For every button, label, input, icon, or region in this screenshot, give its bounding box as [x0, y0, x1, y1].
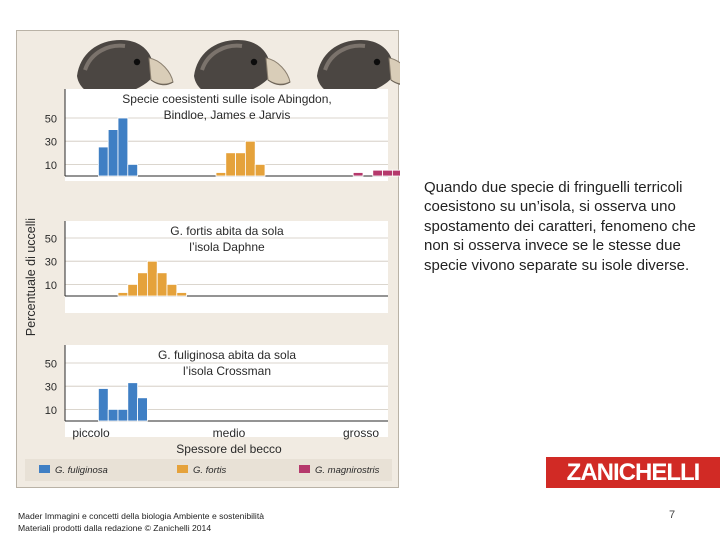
histogram-bar	[156, 272, 168, 297]
finch-head-highlight	[323, 43, 366, 71]
finch-head-icon	[194, 40, 291, 97]
histogram-bar	[98, 146, 109, 177]
finch-beak-line	[150, 79, 174, 86]
histogram-bar	[117, 292, 129, 297]
histogram-bar	[166, 283, 178, 297]
finch-beak-shape	[148, 57, 174, 85]
histogram-bar	[176, 292, 188, 297]
y-tick-label: 30	[45, 137, 57, 149]
histogram-panel	[64, 221, 388, 313]
histogram-bar	[244, 140, 256, 177]
y-tick-label: 30	[45, 382, 57, 394]
y-tick-label: 10	[45, 405, 57, 417]
y-tick-label: 50	[45, 234, 57, 246]
x-axis-label: Spessore del becco	[176, 442, 282, 456]
finch-head-highlight	[83, 43, 126, 71]
finch-head-highlight	[200, 43, 243, 71]
panel-title-line2: Bindloe, James e Jarvis	[164, 108, 291, 122]
histogram-bar	[117, 408, 129, 422]
panel-title-line1: Specie coesistenti sulle isole Abingdon,	[122, 92, 331, 106]
finch-beak-figure: Percentuale di uccelli 10 30 50 Specie coesi…	[16, 30, 400, 488]
histogram-bar	[137, 397, 148, 422]
legend-swatch	[177, 465, 188, 473]
histogram-bar	[146, 260, 158, 297]
histogram-bar	[117, 117, 129, 177]
panel-title-line2: l’isola Crossman	[183, 364, 271, 378]
panel-background	[65, 345, 388, 437]
y-tick-label: 50	[45, 359, 57, 371]
finch-head-shape	[77, 40, 155, 97]
histogram-bar	[107, 408, 119, 422]
x-tick-label: medio	[213, 426, 246, 440]
panel-title-line1: G. fortis abita da sola	[170, 224, 284, 238]
finch-beak-line	[267, 79, 291, 86]
footer-line-2: Materiali prodotti dalla redazione © Zan…	[18, 523, 212, 533]
zanichelli-logo: ZANICHELLI	[546, 457, 720, 488]
y-axis-label: Percentuale di uccelli	[24, 218, 38, 336]
histogram-bar	[98, 388, 109, 422]
finch-head-icon	[77, 40, 174, 97]
histogram-bar	[137, 272, 148, 297]
histogram-bar	[127, 283, 139, 297]
legend-swatch	[39, 465, 50, 473]
x-tick-label: piccolo	[72, 426, 110, 440]
histogram-bar	[382, 169, 393, 177]
legend-label: G. magnirostris	[315, 465, 380, 476]
finch-beak-shape	[388, 57, 400, 85]
finch-head-shape	[317, 40, 395, 97]
panel-background	[65, 221, 388, 313]
histogram-bar	[225, 152, 237, 177]
histogram-bar	[215, 172, 227, 177]
histogram-bar	[127, 163, 139, 177]
legend-label: G. fuliginosa	[55, 465, 108, 476]
finch-eye	[373, 58, 381, 66]
y-tick-label: 10	[45, 280, 57, 292]
histogram-bar	[235, 152, 246, 177]
histogram-bar	[254, 163, 266, 177]
footer-line-1: Mader Immagini e concetti della biologia…	[18, 511, 265, 521]
histogram-bar	[352, 172, 364, 177]
y-tick-label: 30	[45, 257, 57, 269]
caption-text: Quando due specie di fringuelli terricol…	[424, 179, 696, 274]
legend-background	[25, 459, 392, 481]
finch-beak-line	[390, 79, 400, 85]
y-tick-label: 50	[45, 114, 57, 126]
finch-beak-shape	[265, 57, 291, 85]
finch-eye	[250, 58, 258, 66]
finch-beak-chart: Percentuale di uccelli 10 30 50 Specie coesi…	[24, 40, 400, 481]
legend-swatch	[299, 465, 310, 473]
x-tick-label: grosso	[343, 426, 379, 440]
panel-title-line1: G. fuliginosa abita da sola	[158, 348, 296, 362]
finch-head-shape	[194, 40, 272, 97]
histogram-bar	[391, 169, 400, 177]
histogram-bar	[127, 382, 139, 422]
histogram-bar	[107, 129, 119, 177]
page-number: 7	[668, 509, 676, 521]
histogram-bar	[372, 169, 383, 177]
finch-eye	[133, 58, 141, 66]
legend-label: G. fortis	[193, 465, 227, 476]
y-tick-label: 10	[45, 160, 57, 172]
finch-head-icon	[317, 40, 400, 97]
panel-title-line2: l’isola Daphne	[189, 240, 265, 254]
